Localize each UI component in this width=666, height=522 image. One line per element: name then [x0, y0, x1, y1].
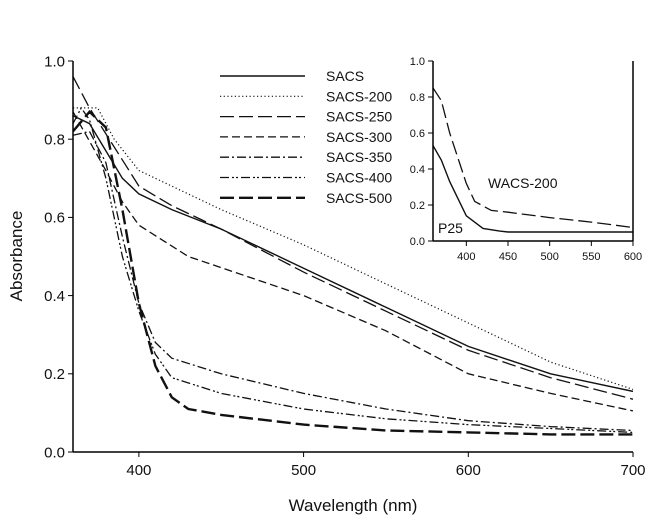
main-series-line-sacs-250: [73, 76, 633, 400]
legend-label-sacs-350: SACS-350: [326, 149, 392, 165]
legend-label-sacs-250: SACS-250: [326, 109, 392, 125]
inset-plot-background: [433, 61, 633, 241]
inset-y-tick-label: 1.0: [410, 56, 425, 68]
main-y-tick-label: 1.0: [44, 53, 65, 70]
inset-series-line-wacs-200: [433, 87, 633, 229]
inset-annotation-p25: P25: [438, 220, 463, 236]
main-series-line-sacs-500: [73, 110, 633, 436]
legend-label-sacs-500: SACS-500: [326, 190, 392, 206]
y-axis-label: Absorbance: [7, 211, 26, 302]
main-x-tick-label: 700: [620, 462, 645, 479]
main-series-line-sacs-350: [73, 130, 633, 432]
inset-x-tick-label: 600: [624, 251, 642, 263]
main-y-tick-label: 0.0: [44, 444, 65, 461]
legend-label-sacs-200: SACS-200: [326, 88, 392, 104]
inset-x-tick-label: 450: [499, 251, 517, 263]
inset-x-tick-label: 500: [540, 251, 558, 263]
main-series-line-sacs-400: [73, 106, 633, 434]
inset-y-tick-label: 0.0: [410, 236, 425, 248]
x-axis-label: Wavelength (nm): [289, 496, 418, 515]
inset-y-tick-label: 0.6: [410, 128, 425, 140]
inset-x-tick-label: 400: [457, 251, 475, 263]
main-x-tick-label: 500: [291, 462, 316, 479]
inset-annotation-wacs-200: WACS-200: [488, 175, 558, 191]
legend-label-sacs-400: SACS-400: [326, 170, 392, 186]
inset-y-tick-label: 0.2: [410, 200, 425, 212]
inset-y-tick-label: 0.8: [410, 92, 425, 104]
main-y-tick-label: 0.2: [44, 366, 65, 383]
inset-series-line-p25: [433, 145, 633, 233]
main-y-tick-label: 0.6: [44, 210, 65, 227]
legend-label-sacs-300: SACS-300: [326, 129, 392, 145]
main-series-line-sacs-300: [73, 111, 633, 412]
main-x-tick-label: 400: [126, 462, 151, 479]
main-series-line-sacs: [73, 115, 633, 393]
main-x-tick-label: 600: [456, 462, 481, 479]
legend-label-sacs: SACS: [326, 68, 364, 84]
inset-x-tick-label: 550: [582, 251, 600, 263]
inset-y-tick-label: 0.4: [410, 164, 425, 176]
main-y-tick-label: 0.4: [44, 288, 65, 305]
main-y-tick-label: 0.8: [44, 131, 65, 148]
